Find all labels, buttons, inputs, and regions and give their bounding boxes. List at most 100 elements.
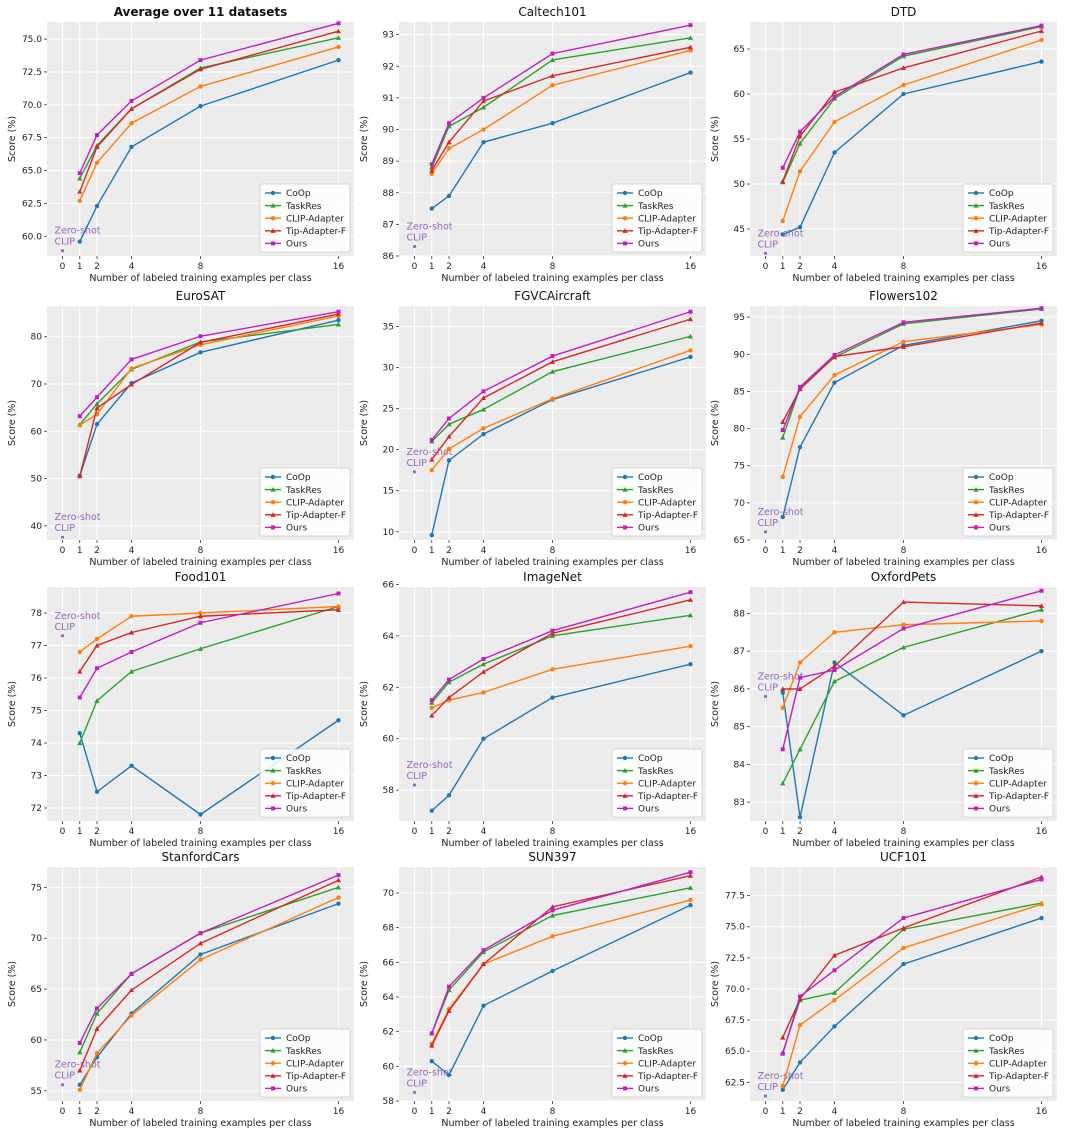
zeroshot-label: Zero-shot <box>407 447 453 458</box>
legend-label: Ours <box>286 524 307 534</box>
legend-label: TaskRes <box>637 767 674 777</box>
data-point-clip-adapter <box>901 339 906 344</box>
x-tick-label: 8 <box>198 546 204 556</box>
x-tick-label: 0 <box>763 1107 769 1117</box>
y-axis-label: Score (%) <box>7 681 18 727</box>
data-point-tip-adapter-f <box>429 168 435 173</box>
y-tick-label: 92 <box>383 62 394 72</box>
legend-label: CLIP-Adapter <box>638 214 696 224</box>
legend-label: Tip-Adapter-F <box>285 1072 346 1082</box>
data-point-ours <box>198 931 203 936</box>
y-tick-label: 60 <box>383 735 395 745</box>
data-point-taskres <box>549 57 556 63</box>
legend-label: Ours <box>638 805 659 815</box>
legend-label: TaskRes <box>637 202 674 212</box>
data-point-ours <box>129 650 134 654</box>
data-point-ours <box>447 677 452 682</box>
x-tick-label: 8 <box>901 1107 907 1117</box>
legend-marker-taskres <box>973 203 979 208</box>
data-point-clip-adapter <box>780 705 785 710</box>
data-point-tip-adapter-f <box>429 456 435 462</box>
x-tick-label: 8 <box>198 1107 204 1117</box>
data-point-tip-adapter-f <box>1038 28 1045 34</box>
y-tick-label: 55 <box>31 1087 42 1097</box>
legend-marker-clip-adapter <box>270 1061 276 1066</box>
data-point-tip-adapter-f <box>831 663 838 669</box>
chart-title: Average over 11 datasets <box>114 5 288 19</box>
legend-label: CoOp <box>286 1034 311 1044</box>
data-point-clip-adapter <box>688 348 693 353</box>
x-tick-label: 2 <box>797 546 803 556</box>
data-point-ours <box>832 353 837 358</box>
data-point-tip-adapter-f <box>549 73 556 78</box>
legend-label: CLIP-Adapter <box>286 498 344 508</box>
y-tick-label: 72 <box>31 804 42 814</box>
data-point-coop <box>688 661 693 667</box>
data-point-clip-adapter <box>94 636 100 642</box>
data-point-tip-adapter-f <box>780 419 786 424</box>
legend-marker-coop <box>973 190 979 196</box>
data-point-coop <box>94 203 100 209</box>
y-tick-label: 62.5 <box>22 199 42 209</box>
y-tick-label: 62 <box>383 683 394 693</box>
legend-box <box>259 467 351 537</box>
y-tick-label: 86 <box>734 685 746 695</box>
y-axis-label: Score (%) <box>7 116 18 162</box>
x-tick-label: 2 <box>797 827 803 837</box>
x-tick-label: 0 <box>60 827 66 837</box>
y-axis-label: Score (%) <box>359 116 370 162</box>
data-point-clip-adapter <box>901 82 906 88</box>
data-point-ours <box>198 620 203 625</box>
data-point-clip-adapter <box>336 604 341 609</box>
legend-marker-coop <box>622 190 628 196</box>
legend-marker-coop <box>270 474 276 480</box>
data-point-coop <box>198 952 203 957</box>
legend-marker-taskres <box>270 487 276 492</box>
data-point-taskres <box>446 421 452 427</box>
legend-label: CoOp <box>286 754 311 764</box>
legend-label: TaskRes <box>285 767 322 777</box>
data-point-coop <box>198 812 203 817</box>
y-tick-label: 70 <box>31 934 43 944</box>
data-point-taskres <box>94 698 100 703</box>
data-point-taskres <box>335 35 342 40</box>
legend-label: Tip-Adapter-F <box>285 227 346 237</box>
legend-marker-clip-adapter <box>622 781 628 786</box>
data-point-ours <box>798 994 803 999</box>
data-point-taskres <box>446 679 452 685</box>
data-point-tip-adapter-f <box>480 961 487 967</box>
x-tick-label: 1 <box>780 262 786 272</box>
zeroshot-label: Zero-shot <box>55 1060 101 1071</box>
legend-label: TaskRes <box>285 486 322 496</box>
x-tick-label: 2 <box>446 546 452 556</box>
y-tick-label: 70.0 <box>725 985 745 995</box>
chart-title: DTD <box>891 5 917 19</box>
data-point-clip-adapter <box>550 396 555 401</box>
chart-title: EuroSAT <box>176 289 226 303</box>
x-tick-label: 2 <box>446 1107 452 1117</box>
data-point-taskres <box>77 1049 83 1055</box>
data-point-clip-adapter <box>688 643 693 649</box>
legend-label: Ours <box>286 1085 307 1095</box>
x-axis-label: Number of labeled training examples per … <box>792 557 1014 568</box>
x-tick-label: 8 <box>901 827 907 837</box>
x-tick-label: 1 <box>77 827 83 837</box>
x-axis-label: Number of labeled training examples per … <box>441 273 663 284</box>
data-point-coop <box>688 70 693 75</box>
data-point-coop <box>94 789 100 794</box>
data-point-tip-adapter-f <box>94 144 100 149</box>
data-point-ours <box>901 626 906 631</box>
legend-marker-coop <box>622 755 628 761</box>
data-point-tip-adapter-f <box>831 952 838 958</box>
data-point-clip-adapter <box>797 169 803 174</box>
data-point-ours <box>1039 877 1044 882</box>
y-tick-label: 75 <box>31 883 42 893</box>
y-tick-label: 75.0 <box>725 923 745 933</box>
data-point-coop <box>901 961 906 967</box>
legend-marker-tip-adapter-f <box>270 512 276 517</box>
y-tick-label: 77.5 <box>725 892 745 902</box>
data-point-ours <box>198 334 203 339</box>
data-point-tip-adapter-f <box>446 1008 452 1013</box>
data-point-tip-adapter-f <box>446 139 452 145</box>
legend-box <box>962 748 1054 818</box>
